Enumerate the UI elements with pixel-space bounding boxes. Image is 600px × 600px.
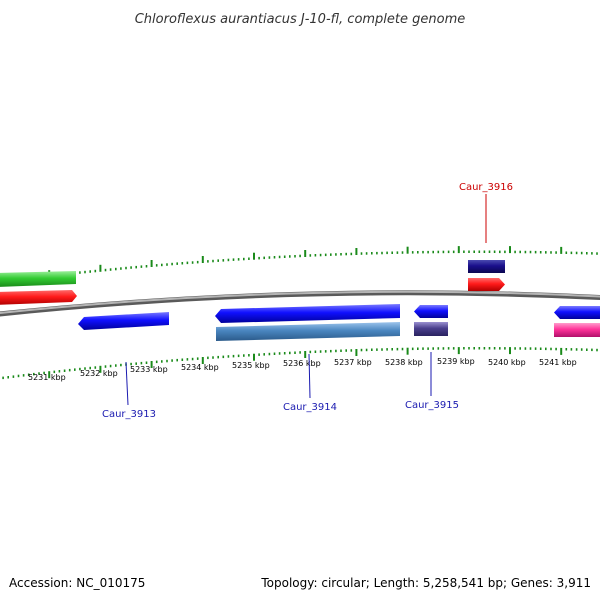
scale-label: 5237 kbp [334, 358, 372, 367]
caur-3915-cds[interactable] [414, 305, 448, 318]
blue-cds-right[interactable] [554, 306, 600, 319]
scale-label: 5241 kbp [539, 358, 577, 367]
green-feature-left[interactable] [0, 271, 76, 287]
map-title: Chloroflexus aurantiacus J-10-fl, comple… [135, 12, 466, 27]
scale-label: 5240 kbp [488, 358, 526, 367]
caur-3914-cds[interactable] [215, 304, 400, 323]
outer-tick-track [2, 246, 598, 283]
caur-3914-gene[interactable] [216, 322, 400, 341]
caur-3915-gene[interactable] [414, 322, 448, 336]
red-cds-left[interactable] [0, 290, 77, 305]
scale-label: 5231 kbp [28, 373, 66, 382]
caur-3914-leader [308, 353, 311, 399]
caur-3913-leader [125, 361, 129, 406]
inner-tick-track [2, 347, 598, 380]
genome-backbone-shadow [0, 290, 600, 317]
caur-3914-label[interactable]: Caur_3914 [283, 402, 337, 413]
accession-text: Accession: NC_010175 [9, 576, 145, 590]
scale-label: 5233 kbp [130, 365, 168, 374]
caur-3913-label[interactable]: Caur_3913 [102, 409, 156, 420]
scale-label: 5235 kbp [232, 361, 270, 370]
caur-3915-label[interactable]: Caur_3915 [405, 400, 459, 411]
genome-summary-text: Topology: circular; Length: 5,258,541 bp… [260, 576, 591, 590]
scale-label: 5234 kbp [181, 363, 219, 372]
scale-label: 5232 kbp [80, 369, 118, 378]
caur-3916-gene[interactable] [468, 260, 505, 273]
scale-label: 5236 kbp [283, 359, 321, 368]
caur-3916-cds[interactable] [468, 278, 505, 291]
scale-label: 5239 kbp [437, 357, 475, 366]
caur-3913-cds[interactable] [78, 312, 169, 330]
pink-feature-right[interactable] [554, 323, 600, 337]
genome-backbone [0, 290, 600, 314]
caur-3916-label[interactable]: Caur_3916 [459, 182, 513, 193]
scale-label: 5238 kbp [385, 358, 423, 367]
